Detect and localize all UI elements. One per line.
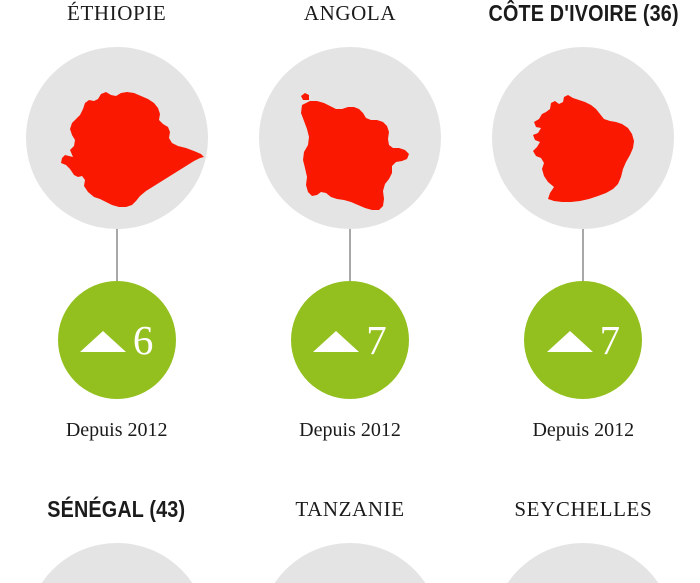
since-label: Depuis 2012	[299, 419, 401, 441]
connector-line	[115, 229, 118, 281]
country-card-cote-divoire[interactable]: CÔTE D'IVOIRE (36) 7 Depuis 2012	[467, 0, 700, 440]
country-card-ethiopie[interactable]: ÉTHIOPIE 6 Depuis 2012	[0, 0, 233, 440]
change-badge[interactable]: 6	[57, 281, 176, 399]
map-disc	[492, 47, 675, 229]
country-title: ANGOLA	[303, 0, 397, 25]
country-title: SEYCHELLES	[514, 496, 653, 521]
ethiopia-map-shape	[60, 92, 204, 207]
angola-map-shape	[300, 93, 409, 210]
connector-line	[582, 229, 585, 281]
country-title: TANZANIE	[295, 496, 405, 521]
country-card-seychelles[interactable]: SEYCHELLES	[467, 496, 700, 583]
change-value: 7	[599, 317, 621, 363]
map-disc	[25, 543, 208, 583]
country-card-angola[interactable]: ANGOLA 7 Depuis 2012	[233, 0, 466, 440]
country-title: ÉTHIOPIE	[67, 0, 167, 25]
triangle-up-icon	[79, 331, 126, 352]
triangle-up-icon	[546, 331, 593, 352]
country-card-senegal[interactable]: SÉNÉGAL (43)	[0, 496, 233, 583]
country-card-tanzanie[interactable]: TANZANIE	[233, 496, 466, 583]
since-label: Depuis 2012	[532, 419, 635, 441]
map-disc	[492, 543, 675, 583]
change-value: 7	[366, 317, 387, 363]
country-row-top: ÉTHIOPIE 6 Depuis 2012 ANGOLA	[0, 0, 700, 440]
map-disc	[25, 47, 208, 229]
triangle-up-icon	[313, 331, 360, 352]
change-value: 6	[132, 317, 154, 363]
change-badge[interactable]: 7	[524, 281, 643, 399]
since-label: Depuis 2012	[65, 419, 168, 441]
map-disc	[258, 543, 441, 583]
country-title: CÔTE D'IVOIRE (36)	[488, 0, 679, 26]
cote-divoire-map-shape	[533, 95, 635, 202]
country-title: SÉNÉGAL (43)	[47, 495, 186, 522]
connector-line	[348, 229, 351, 281]
country-row-bottom: SÉNÉGAL (43) TANZANIE SEYCHELLES	[0, 496, 700, 583]
change-badge[interactable]: 7	[290, 281, 409, 399]
map-disc	[258, 47, 441, 229]
